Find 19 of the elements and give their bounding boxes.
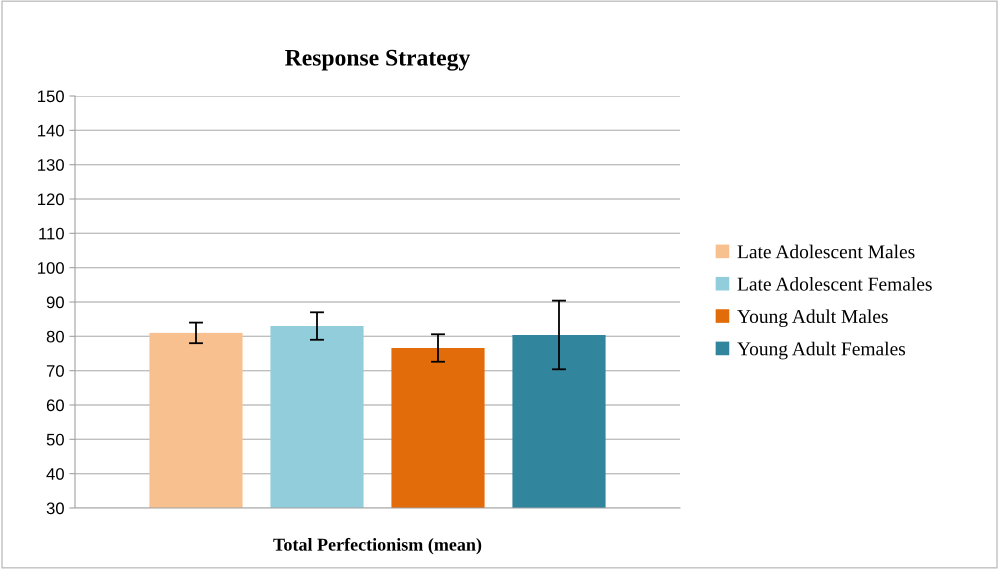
- legend-label: Late Adolescent Females: [738, 277, 932, 291]
- chart-title: Response Strategy: [285, 50, 470, 71]
- legend-label: Late Adolescent Males: [738, 244, 915, 258]
- y-tick-label: 130: [38, 159, 64, 171]
- y-tick-label: 70: [46, 365, 64, 377]
- y-tick-label: 150: [38, 90, 64, 102]
- y-tick-label: 110: [39, 228, 64, 240]
- x-axis-title: Total Perfectionism (mean): [273, 538, 482, 554]
- y-tick-label: 80: [46, 330, 64, 343]
- y-tick-label: 40: [46, 468, 64, 480]
- legend-label: Young Adult Males: [737, 309, 888, 328]
- y-tick-label: 30: [46, 502, 64, 514]
- y-tick-label: 100: [38, 262, 64, 274]
- y-tick-label: 140: [38, 124, 64, 137]
- y-tick-label: 60: [46, 399, 64, 412]
- y-tick-label: 50: [46, 434, 64, 446]
- y-tick-label: 90: [46, 296, 64, 308]
- y-tick-label: 120: [38, 193, 64, 206]
- legend-label: Young Adult Females: [737, 342, 906, 360]
